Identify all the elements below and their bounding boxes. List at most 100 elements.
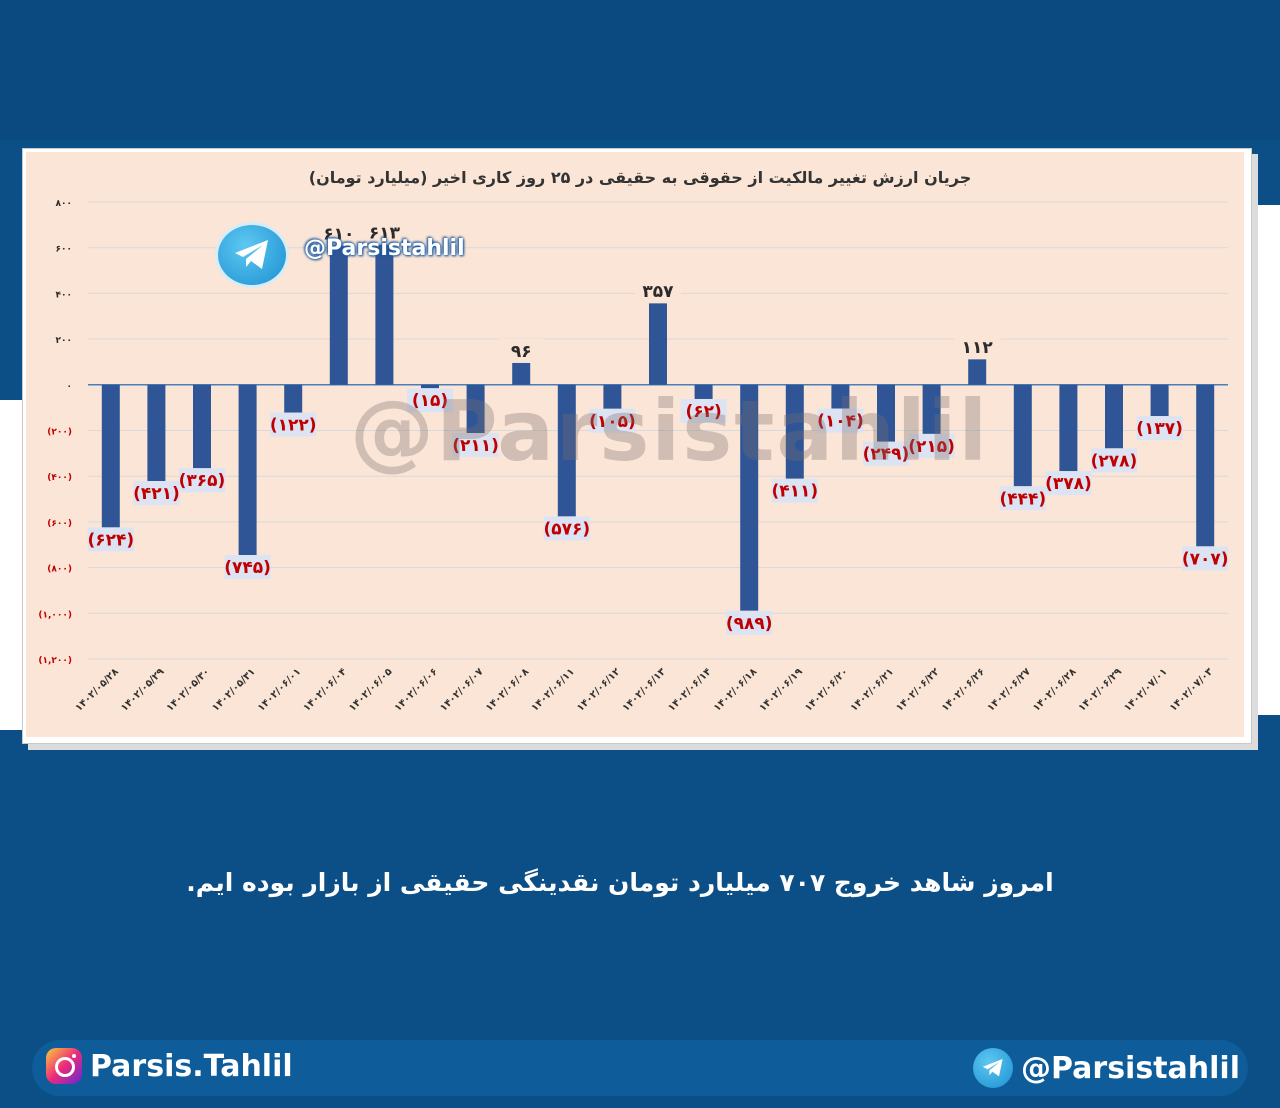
data-label-background	[771, 478, 818, 503]
data-label-background	[270, 412, 317, 437]
bar	[193, 384, 211, 469]
data-label: (۱۵)	[412, 391, 448, 411]
data-label-background	[817, 408, 864, 433]
data-label-background	[133, 480, 180, 505]
data-label: ۳۵۷	[642, 282, 674, 302]
telegram-icon	[972, 1048, 1013, 1088]
data-label-background	[315, 221, 362, 246]
bar	[694, 384, 713, 399]
bar	[1196, 384, 1215, 547]
x-tick-label: ۱۴۰۲/۰۶/۱۳	[621, 666, 668, 713]
bar	[1013, 384, 1032, 487]
caption-text: امروز شاهد خروج ۷۰۷ میلیارد تومان نقدینگ…	[186, 868, 1054, 897]
bar	[238, 384, 257, 556]
x-tick-label: ۱۴۰۲/۰۵/۳۰	[165, 666, 212, 713]
bar	[603, 384, 622, 409]
data-label: (۱۰۴)	[817, 412, 864, 432]
y-tick-label: ۲۰۰	[56, 336, 72, 346]
data-label-background	[498, 338, 545, 363]
data-label-background	[589, 408, 636, 433]
data-label: (۶۲۴)	[87, 530, 134, 550]
chart-title: جریان ارزش تغییر مالکیت از حقوقی به حقیق…	[308, 168, 972, 187]
watermark-text: @Parsistahlil	[350, 382, 990, 480]
y-tick-label: ۰	[67, 382, 73, 392]
data-label-background	[726, 610, 773, 635]
data-label-background	[361, 220, 408, 245]
data-label-background	[1045, 471, 1092, 496]
data-label: (۲۱۵)	[908, 437, 955, 457]
data-label-background	[680, 398, 727, 423]
x-tick-label: ۱۴۰۲/۰۵/۳۱	[210, 666, 257, 713]
bar	[968, 359, 987, 385]
y-tick-label: ۴۰۰	[56, 290, 72, 300]
bar	[512, 362, 531, 385]
instagram-handle: Parsis.Tahlil	[90, 1048, 293, 1084]
x-tick-label: ۱۴۰۲/۰۶/۱۹	[757, 666, 804, 713]
bar-chart: ۸۰۰ ۶۰۰ ۴۰۰ ۲۰۰ ۰ (۲۰۰) (۴۰۰) (۶۰۰) (۸۰۰) (۱,۰۰۰)…	[38, 199, 1229, 714]
x-tick-label: ۱۴۰۲/۰۶/۱۱	[529, 666, 576, 713]
y-tick-label: (۱,۰۰۰)	[38, 610, 72, 620]
bar	[785, 384, 804, 479]
y-tick-label: ۸۰۰	[56, 199, 72, 209]
x-tick-label: ۱۴۰۲/۰۷/۰۱	[1122, 666, 1169, 713]
x-tick-label: ۱۴۰۲/۰۶/۲۲	[894, 666, 941, 713]
bar	[740, 384, 759, 611]
background-band-top	[0, 0, 1280, 140]
instagram-icon	[46, 1048, 82, 1084]
x-tick-label: ۱۴۰۲/۰۵/۲۹	[119, 666, 166, 713]
bar	[375, 244, 394, 385]
data-label-background	[543, 516, 590, 541]
data-label: (۷۴۵)	[224, 558, 271, 578]
data-label: (۴۱۱)	[771, 482, 818, 502]
instagram-link[interactable]: Parsis.Tahlil	[46, 1048, 293, 1084]
x-tick-label: ۱۴۰۲/۰۶/۰۶	[393, 666, 440, 713]
data-label-background	[224, 555, 271, 580]
x-tick-label: ۱۴۰۲/۰۶/۰۷	[438, 666, 485, 713]
bar	[284, 384, 303, 413]
data-label-background	[999, 486, 1046, 511]
data-label-background	[452, 433, 499, 458]
data-label-background	[908, 433, 955, 458]
data-label: ۹۶	[511, 342, 532, 362]
x-tick-label: ۱۴۰۲/۰۶/۰۴	[301, 666, 348, 713]
x-tick-label: ۱۴۰۲/۰۶/۲۶	[940, 666, 987, 713]
bar	[649, 303, 667, 385]
bar	[1059, 384, 1078, 472]
data-label-background	[87, 527, 134, 552]
data-label-background	[1182, 546, 1229, 571]
data-label: (۳۷۸)	[1045, 474, 1092, 494]
x-tick-label: ۱۴۰۲/۰۶/۲۱	[849, 666, 896, 713]
footer-bar	[32, 1040, 1248, 1096]
data-label: ۶۱۰	[323, 224, 354, 244]
bar	[147, 384, 166, 481]
data-label: ۶۱۳	[369, 224, 401, 244]
bar	[1105, 384, 1123, 449]
data-label: ۱۱۲	[962, 338, 994, 358]
bar	[466, 384, 485, 434]
data-label: (۴۲۱)	[133, 484, 180, 504]
x-tick-label: ۱۴۰۲/۰۶/۱۴	[666, 666, 713, 713]
x-tick-label: ۱۴۰۲/۰۶/۰۸	[484, 666, 531, 713]
bar	[1150, 384, 1169, 417]
x-tick-label: ۱۴۰۲/۰۶/۲۹	[1077, 666, 1124, 713]
y-tick-label: ۶۰۰	[56, 245, 72, 255]
data-label-background	[863, 441, 909, 466]
data-label: (۷۰۷)	[1182, 549, 1229, 569]
data-label: (۱۳۷)	[1136, 419, 1183, 439]
data-label-background	[635, 279, 681, 304]
data-label: (۶۲)	[685, 402, 721, 422]
data-label: (۲۴۹)	[863, 445, 910, 465]
data-label: (۲۷۸)	[1091, 451, 1138, 471]
telegram-handle-label: @Parsistahlil	[304, 236, 465, 261]
y-tick-label: (۴۰۰)	[47, 473, 72, 483]
data-label: (۴۴۴)	[999, 489, 1046, 509]
data-label: (۳۶۵)	[179, 471, 226, 491]
telegram-link[interactable]: @Parsistahlil	[972, 1048, 1240, 1088]
x-tick-label: ۱۴۰۲/۰۶/۲۸	[1031, 666, 1078, 713]
bar	[922, 384, 941, 434]
telegram-logo-icon	[215, 222, 289, 288]
x-tick-label: ۱۴۰۲/۰۶/۲۰	[803, 666, 850, 713]
x-tick-label: ۱۴۰۲/۰۶/۱۲	[575, 666, 622, 713]
telegram-handle: @Parsistahlil	[1020, 1050, 1240, 1086]
data-label-background	[407, 388, 453, 413]
